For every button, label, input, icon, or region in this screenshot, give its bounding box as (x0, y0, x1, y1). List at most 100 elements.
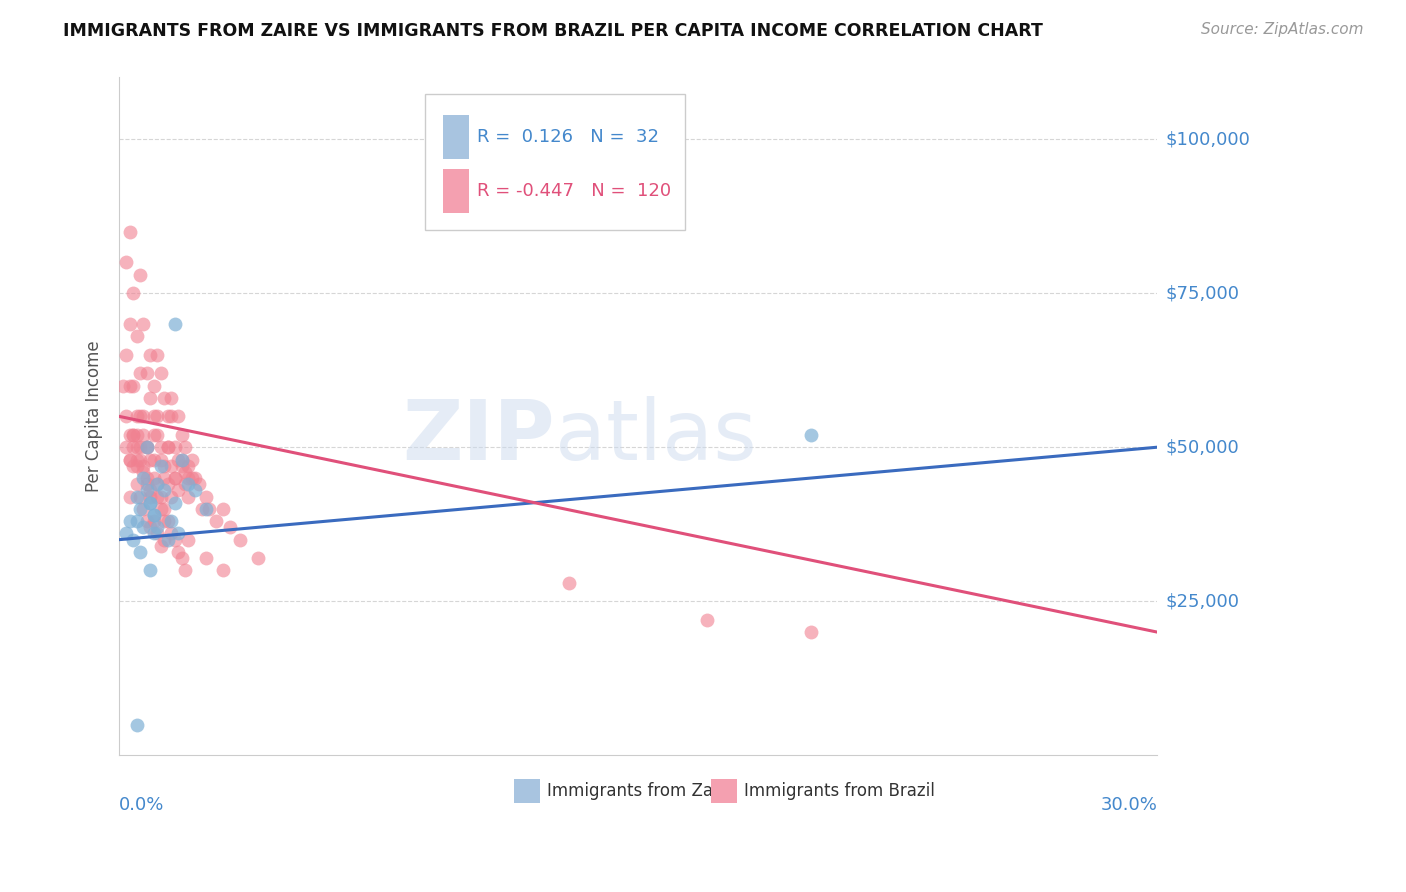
Point (118, 428, 141, 442)
Point (212, 564, 235, 578)
Point (156, 440, 179, 454)
Point (139, 496, 162, 510)
Point (187, 477, 209, 491)
Point (146, 526, 169, 541)
Point (160, 409, 183, 424)
FancyBboxPatch shape (443, 115, 470, 159)
Point (142, 378, 165, 392)
Point (153, 501, 176, 516)
Point (146, 520, 169, 534)
FancyBboxPatch shape (513, 779, 540, 803)
Text: Immigrants from Brazil: Immigrants from Brazil (744, 782, 935, 800)
Y-axis label: Per Capita Income: Per Capita Income (86, 341, 103, 492)
Point (153, 533, 176, 547)
Point (149, 539, 172, 553)
Point (153, 391, 176, 405)
Point (156, 440, 179, 454)
Point (181, 471, 204, 485)
Point (163, 496, 186, 510)
Point (132, 409, 155, 424)
Point (132, 520, 155, 534)
Point (139, 348, 162, 362)
Point (125, 717, 148, 731)
Text: 30.0%: 30.0% (1101, 796, 1157, 814)
Point (129, 452, 152, 467)
Point (160, 391, 183, 405)
FancyBboxPatch shape (711, 779, 737, 803)
Point (111, 378, 134, 392)
Point (139, 391, 162, 405)
Point (132, 501, 155, 516)
Point (146, 428, 169, 442)
Point (194, 501, 217, 516)
Point (184, 471, 207, 485)
Point (142, 526, 165, 541)
Point (136, 483, 159, 498)
Point (122, 428, 145, 442)
Point (146, 490, 169, 504)
FancyBboxPatch shape (443, 169, 470, 213)
Point (118, 490, 141, 504)
Point (174, 465, 197, 479)
Point (122, 458, 145, 473)
Point (153, 471, 176, 485)
Point (136, 440, 159, 454)
Point (122, 286, 145, 301)
Point (177, 477, 200, 491)
Point (136, 477, 159, 491)
Point (132, 458, 155, 473)
Point (153, 514, 176, 528)
Point (194, 490, 217, 504)
Point (139, 452, 162, 467)
Point (160, 490, 183, 504)
Point (125, 329, 148, 343)
Point (136, 440, 159, 454)
Point (118, 225, 141, 239)
Point (170, 452, 193, 467)
Point (142, 452, 165, 467)
Point (149, 452, 172, 467)
Point (167, 452, 190, 467)
Point (163, 317, 186, 331)
Point (194, 551, 217, 566)
Text: Source: ZipAtlas.com: Source: ZipAtlas.com (1201, 22, 1364, 37)
Point (170, 551, 193, 566)
Point (181, 452, 204, 467)
Text: $100,000: $100,000 (1166, 130, 1250, 148)
Point (122, 533, 145, 547)
Point (139, 564, 162, 578)
Point (142, 428, 165, 442)
Point (167, 409, 190, 424)
Point (125, 490, 148, 504)
Point (115, 440, 138, 454)
Point (696, 613, 718, 627)
Point (139, 496, 162, 510)
Point (129, 268, 152, 282)
Point (167, 526, 190, 541)
Point (246, 551, 269, 566)
Point (122, 378, 145, 392)
Point (167, 483, 190, 498)
Point (212, 501, 235, 516)
Point (115, 348, 138, 362)
Point (142, 508, 165, 522)
Point (125, 458, 148, 473)
Point (156, 533, 179, 547)
Point (129, 545, 152, 559)
Point (125, 514, 148, 528)
Point (149, 440, 172, 454)
Point (142, 471, 165, 485)
Point (167, 545, 190, 559)
Point (177, 533, 200, 547)
Point (139, 490, 162, 504)
Point (118, 317, 141, 331)
Point (177, 471, 200, 485)
Point (132, 317, 155, 331)
Point (177, 458, 200, 473)
Point (125, 452, 148, 467)
Text: R =  0.126   N =  32: R = 0.126 N = 32 (478, 128, 659, 146)
Point (125, 409, 148, 424)
Point (170, 452, 193, 467)
Point (149, 366, 172, 380)
Point (174, 564, 197, 578)
